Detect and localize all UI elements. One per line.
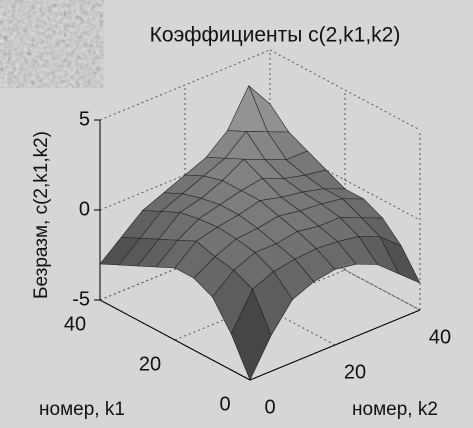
chart-title: Коэффициенты с(2,k1,k2) — [150, 24, 401, 47]
x-tick-label: 20 — [139, 353, 161, 375]
z-tick-label: -5 — [72, 288, 90, 310]
page: Коэффициенты с(2,k1,k2) Безразм, с(2,k1,… — [0, 0, 473, 428]
y-tick-label: 0 — [264, 396, 275, 418]
z-axis-label: Безразм, с(2,k1,k2) — [31, 131, 52, 299]
thumbnail — [2, 2, 94, 80]
y-tick-label: 40 — [429, 326, 451, 348]
y-axis-label: номер, k2 — [352, 399, 438, 420]
y-tick-label: 20 — [344, 361, 366, 383]
x-tick-label: 40 — [64, 313, 86, 335]
z-tick-label: 5 — [79, 108, 90, 130]
chart: Коэффициенты с(2,k1,k2) Безразм, с(2,k1,… — [0, 0, 473, 428]
x-tick-label: 0 — [219, 393, 230, 415]
z-tick-label: 0 — [79, 198, 90, 220]
x-axis-label: номер, k1 — [39, 399, 125, 420]
